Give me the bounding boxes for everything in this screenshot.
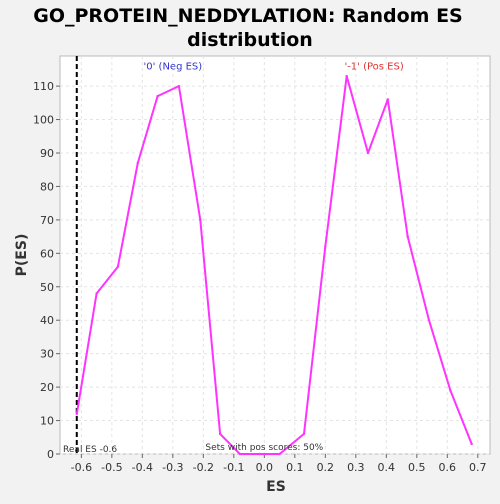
x-tick-label: -0.6 — [71, 461, 92, 474]
series-point — [177, 84, 181, 88]
y-axis-label: P(ES) — [14, 234, 30, 277]
y-tick-label: 110 — [33, 80, 54, 93]
series-point — [199, 218, 202, 222]
x-tick-label: 0.7 — [469, 461, 487, 474]
series-point — [302, 432, 306, 436]
plot-area — [59, 55, 491, 455]
series-point — [427, 319, 431, 322]
y-tick-label: 80 — [40, 180, 54, 193]
series-point — [136, 161, 139, 165]
y-tick-label: 60 — [40, 247, 54, 260]
y-tick-label: 90 — [40, 147, 54, 160]
x-tick-label: 0.4 — [378, 461, 396, 474]
y-tick-label: 20 — [40, 381, 54, 394]
series-point — [258, 452, 261, 456]
series-point — [470, 442, 473, 446]
series-point — [238, 452, 242, 456]
x-tick-label: -0.1 — [223, 461, 244, 474]
x-tick-label: -0.4 — [132, 461, 153, 474]
annotations: '0' (Neg ES) '-1' (Pos ES) Real ES -0.6 Set… — [63, 61, 404, 455]
series-point — [75, 412, 78, 416]
series-point — [386, 98, 390, 101]
gridlines — [60, 56, 490, 455]
x-tick-label: 0.1 — [286, 461, 304, 474]
x-tick-label: -0.2 — [193, 461, 214, 474]
x-tick-label: 0.2 — [317, 461, 335, 474]
series-point — [324, 245, 327, 248]
series-point — [406, 235, 409, 238]
x-tick-label: -0.5 — [101, 461, 122, 474]
x-tick-label: 0.5 — [408, 461, 426, 474]
annotation-pos: '-1' (Pos ES) — [344, 61, 403, 72]
annotation-sets-pos: Sets with pos scores: 50% — [205, 443, 323, 453]
series-point — [156, 94, 159, 98]
y-tick-label: 0 — [47, 448, 54, 461]
chart-title-line-2: distribution — [187, 29, 313, 51]
series-point — [278, 452, 281, 456]
y-tick-label: 70 — [40, 214, 54, 227]
series-point — [218, 432, 222, 436]
x-tick-label: -0.3 — [162, 461, 183, 474]
y-tick-label: 100 — [33, 114, 54, 127]
series-point — [116, 265, 120, 268]
series-layer — [75, 56, 473, 456]
axes: 0 10 20 30 40 50 60 70 80 90 100 110 -0.6 -0.5 -0.4 -0.… — [33, 80, 487, 474]
x-tick-label: 0.0 — [256, 461, 274, 474]
series-point — [95, 292, 98, 295]
chart-title-line-1: GO_PROTEIN_NEDDYLATION: Random ES — [33, 5, 463, 27]
x-tick-label: 0.6 — [439, 461, 457, 474]
y-tick-label: 50 — [40, 281, 54, 294]
series-point — [345, 74, 348, 78]
series-point — [366, 151, 370, 155]
series-line — [75, 75, 473, 455]
annotation-neg: '0' (Neg ES) — [144, 61, 203, 72]
annotation-real-es: Real ES -0.6 — [63, 445, 117, 455]
x-axis-label: ES — [266, 479, 286, 495]
y-tick-label: 40 — [40, 314, 54, 327]
series-point — [449, 389, 452, 392]
x-tick-label: 0.3 — [347, 461, 365, 474]
y-tick-label: 30 — [40, 348, 54, 361]
y-tick-label: 10 — [40, 415, 54, 428]
